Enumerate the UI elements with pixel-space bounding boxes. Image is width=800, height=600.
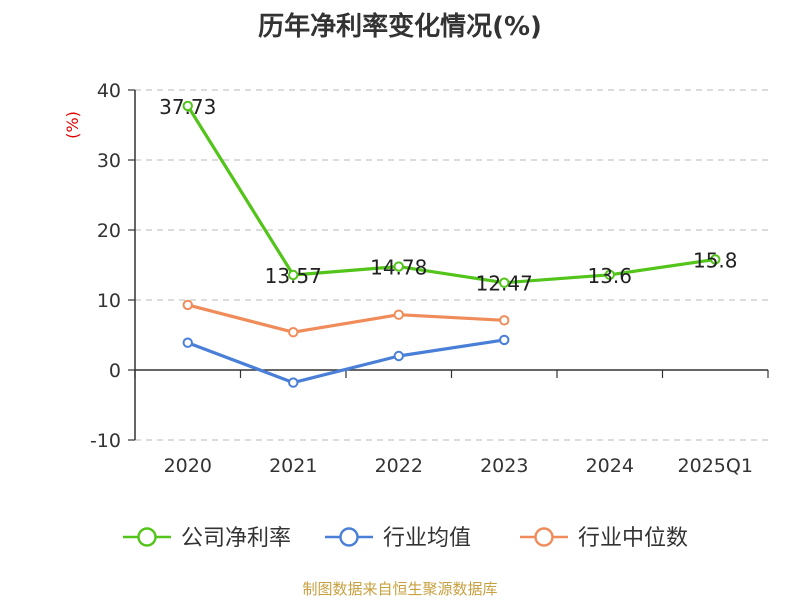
data-point	[710, 254, 721, 265]
legend-marker	[534, 527, 554, 547]
source-note: 制图数据来自恒生聚源数据库	[302, 580, 498, 598]
series-line-2	[187, 303, 505, 334]
data-point	[182, 100, 193, 112]
y-tick-label: 0	[109, 360, 121, 382]
series-line-1	[187, 338, 505, 385]
data-label: 37.73	[159, 95, 216, 119]
data-point	[288, 377, 299, 388]
legend-marker	[339, 527, 359, 547]
y-tick-label: 10	[97, 290, 121, 312]
series-group	[182, 100, 721, 388]
axes: -10 0 10 20 30 40 2020 2021 2022 2023 2024 2025Q1	[90, 80, 769, 477]
chart-title: 历年净利率变化情况(%)	[258, 12, 542, 42]
data-point	[182, 337, 193, 348]
y-tick-label: 40	[97, 80, 121, 102]
x-tick-label: 2020	[164, 455, 212, 477]
data-point	[288, 327, 299, 338]
data-point	[182, 299, 193, 311]
y-tick-label: 30	[97, 150, 121, 172]
data-point	[499, 277, 510, 288]
data-labels: 37.73 13.57 14.78 12.47 13.6 15.8	[159, 95, 737, 296]
data-label: 12.47	[476, 272, 533, 296]
legend-label: 行业均值	[383, 526, 471, 551]
x-tick-label: 2021	[269, 455, 317, 477]
data-point	[288, 269, 299, 281]
data-point	[499, 334, 510, 346]
y-axis-unit-label: (%)	[63, 111, 82, 139]
series-line-0	[186, 105, 716, 285]
legend-label: 公司净利率	[181, 526, 291, 551]
data-label: 13.57	[265, 264, 322, 288]
data-label: 15.8	[693, 248, 738, 272]
data-point	[499, 315, 510, 326]
data-point	[393, 350, 404, 362]
x-tick-label: 2024	[586, 455, 634, 477]
data-label: 13.6	[587, 264, 632, 288]
data-point	[393, 309, 404, 320]
data-point	[393, 261, 404, 272]
legend-marker	[137, 527, 157, 547]
y-tick-label: -10	[90, 430, 121, 452]
legend-label: 行业中位数	[578, 526, 688, 551]
y-tick-label: 20	[97, 220, 121, 242]
legend: 公司净利率 行业均值 行业中位数	[123, 526, 688, 551]
x-tick-label: 2025Q1	[678, 455, 753, 477]
data-label: 14.78	[370, 256, 427, 280]
x-tick-label: 2022	[375, 455, 423, 477]
x-tick-label: 2023	[480, 455, 528, 477]
data-point	[604, 269, 615, 280]
